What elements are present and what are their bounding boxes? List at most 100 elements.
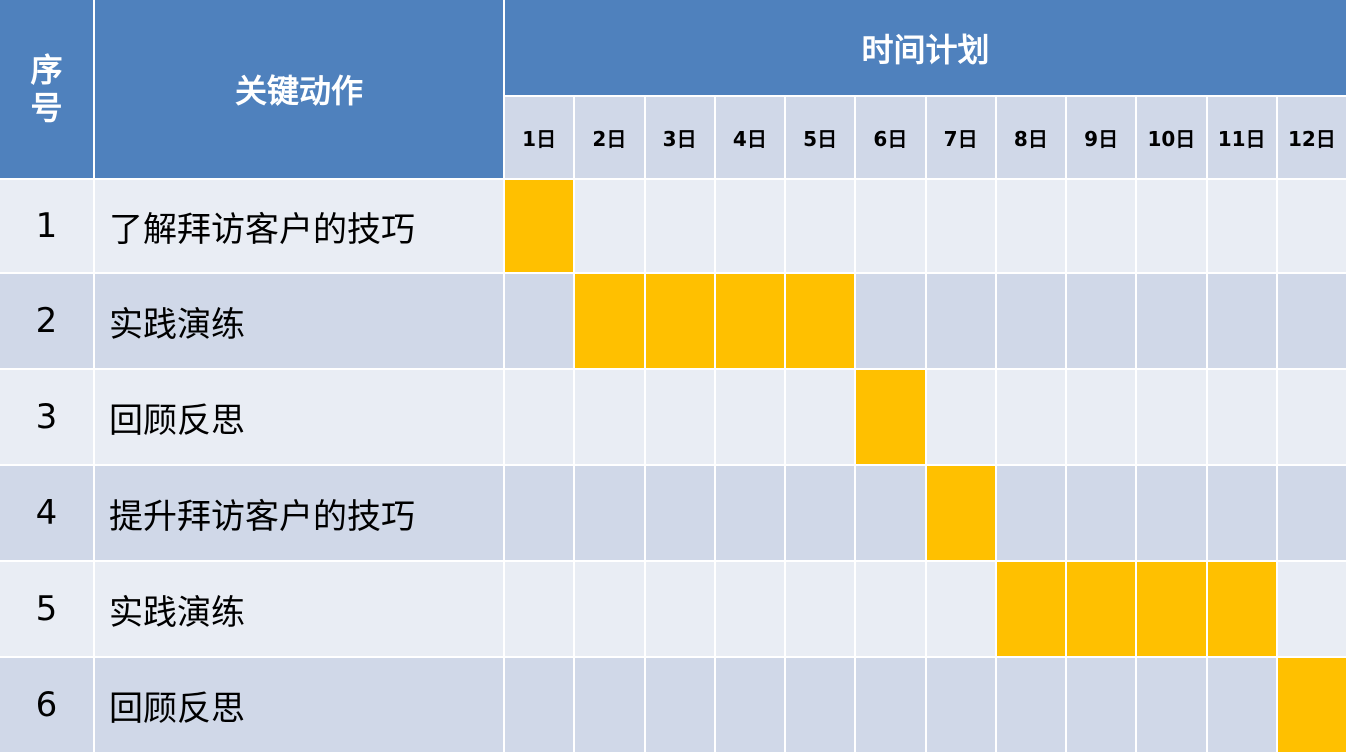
task-seq: 5 — [0, 562, 95, 658]
gantt-cell — [645, 370, 716, 466]
day-header: 9日 — [1067, 97, 1138, 180]
gantt-cell — [715, 658, 786, 754]
gantt-cell — [1207, 370, 1278, 466]
gantt-cell — [856, 180, 927, 274]
gantt-cell — [856, 562, 927, 658]
gantt-cell — [575, 658, 646, 754]
gantt-cell — [645, 562, 716, 658]
gantt-cell — [1277, 466, 1348, 562]
gantt-cell — [1137, 370, 1208, 466]
gantt-bar-cell — [1277, 658, 1348, 754]
gantt-cell — [715, 466, 786, 562]
day-header: 6日 — [856, 97, 927, 180]
task-name: 实践演练 — [95, 562, 505, 658]
gantt-cell — [715, 370, 786, 466]
gantt-cell — [1067, 466, 1138, 562]
gantt-cell — [1067, 658, 1138, 754]
gantt-cell — [786, 658, 857, 754]
gantt-cell — [1137, 466, 1208, 562]
gantt-cell — [1067, 370, 1138, 466]
gantt-cell — [996, 658, 1067, 754]
gantt-bar-cell — [1207, 562, 1278, 658]
gantt-cell — [1207, 466, 1278, 562]
gantt-cell — [856, 466, 927, 562]
gantt-cell — [505, 274, 576, 370]
gantt-cell — [786, 180, 857, 274]
gantt-cell — [926, 180, 997, 274]
header-action: 关键动作 — [95, 0, 505, 180]
gantt-bar-cell — [715, 274, 786, 370]
gantt-bar-cell — [786, 274, 857, 370]
gantt-cell — [575, 562, 646, 658]
gantt-cell — [1207, 658, 1278, 754]
gantt-cell — [926, 562, 997, 658]
gantt-cell — [575, 180, 646, 274]
gantt-cell — [645, 466, 716, 562]
gantt-cell — [1277, 274, 1348, 370]
day-header: 8日 — [996, 97, 1067, 180]
gantt-cell — [1207, 274, 1278, 370]
task-name: 提升拜访客户的技巧 — [95, 466, 505, 562]
day-header: 7日 — [926, 97, 997, 180]
day-header: 10日 — [1137, 97, 1208, 180]
gantt-cell — [715, 180, 786, 274]
day-header: 1日 — [505, 97, 576, 180]
gantt-bar-cell — [505, 180, 576, 274]
gantt-cell — [996, 466, 1067, 562]
gantt-cell — [645, 658, 716, 754]
gantt-bar-cell — [1067, 562, 1138, 658]
gantt-cell — [786, 562, 857, 658]
gantt-bar-cell — [926, 466, 997, 562]
gantt-cell — [856, 274, 927, 370]
gantt-cell — [856, 658, 927, 754]
gantt-cell — [1067, 180, 1138, 274]
gantt-bar-cell — [856, 370, 927, 466]
gantt-cell — [505, 562, 576, 658]
gantt-bar-cell — [575, 274, 646, 370]
header-seq: 序 号 — [0, 0, 95, 180]
day-header: 4日 — [715, 97, 786, 180]
gantt-cell — [715, 562, 786, 658]
gantt-cell — [505, 658, 576, 754]
header-seq-label-1: 序 — [30, 51, 63, 89]
gantt-cell — [1277, 370, 1348, 466]
gantt-cell — [505, 466, 576, 562]
gantt-cell — [1277, 562, 1348, 658]
gantt-cell — [1137, 274, 1208, 370]
task-name: 回顾反思 — [95, 370, 505, 466]
gantt-bar-cell — [1137, 562, 1208, 658]
task-name: 了解拜访客户的技巧 — [95, 180, 505, 274]
task-seq: 3 — [0, 370, 95, 466]
header-seq-label-2: 号 — [30, 89, 63, 127]
gantt-cell — [786, 466, 857, 562]
gantt-cell — [1207, 180, 1278, 274]
gantt-bar-cell — [996, 562, 1067, 658]
gantt-cell — [926, 658, 997, 754]
task-name: 实践演练 — [95, 274, 505, 370]
day-header: 2日 — [575, 97, 646, 180]
day-header: 5日 — [786, 97, 857, 180]
gantt-cell — [926, 370, 997, 466]
gantt-bar-cell — [645, 274, 716, 370]
gantt-cell — [996, 180, 1067, 274]
gantt-cell — [645, 180, 716, 274]
task-seq: 6 — [0, 658, 95, 754]
gantt-cell — [575, 466, 646, 562]
day-header: 11日 — [1207, 97, 1278, 180]
gantt-cell — [505, 370, 576, 466]
task-name: 回顾反思 — [95, 658, 505, 754]
gantt-cell — [996, 370, 1067, 466]
gantt-cell — [786, 370, 857, 466]
day-header: 3日 — [645, 97, 716, 180]
task-seq: 2 — [0, 274, 95, 370]
gantt-cell — [1137, 658, 1208, 754]
task-seq: 1 — [0, 180, 95, 274]
gantt-cell — [926, 274, 997, 370]
task-seq: 4 — [0, 466, 95, 562]
gantt-cell — [1067, 274, 1138, 370]
gantt-cell — [1277, 180, 1348, 274]
header-plan: 时间计划 — [505, 0, 1348, 97]
gantt-cell — [1137, 180, 1208, 274]
gantt-cell — [575, 370, 646, 466]
day-header: 12日 — [1277, 97, 1348, 180]
